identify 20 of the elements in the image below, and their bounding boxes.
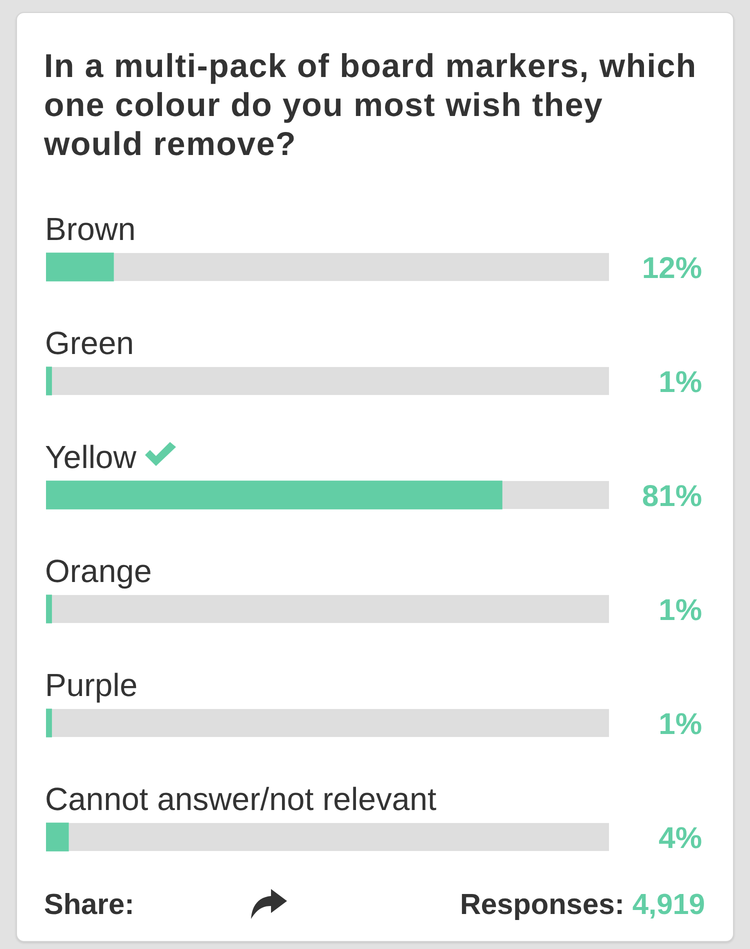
y-tick-label: Green <box>45 325 134 361</box>
data-label: 12% <box>642 252 702 285</box>
text: Responses: 4,919 <box>460 889 705 921</box>
text: Share: <box>44 889 134 921</box>
bar <box>46 252 114 282</box>
y-tick-label: Brown <box>45 211 136 247</box>
bar <box>46 822 69 852</box>
chart-title: In a multi-pack of board markers, which one colour do you most wish they would remove? <box>44 46 698 163</box>
data-label: 1% <box>658 594 702 627</box>
y-tick-label: Purple <box>45 667 138 703</box>
y-tick-label: Yellow <box>45 439 138 475</box>
bar <box>46 708 52 738</box>
data-label: 81% <box>642 480 702 513</box>
bar <box>46 366 52 396</box>
y-tick-label: Orange <box>45 553 152 589</box>
bar <box>46 594 52 624</box>
data-label: 1% <box>658 366 702 399</box>
data-label: 1% <box>658 708 702 741</box>
data-label: 4% <box>658 822 702 855</box>
y-tick-label: Cannot answer/not relevant <box>45 781 436 817</box>
